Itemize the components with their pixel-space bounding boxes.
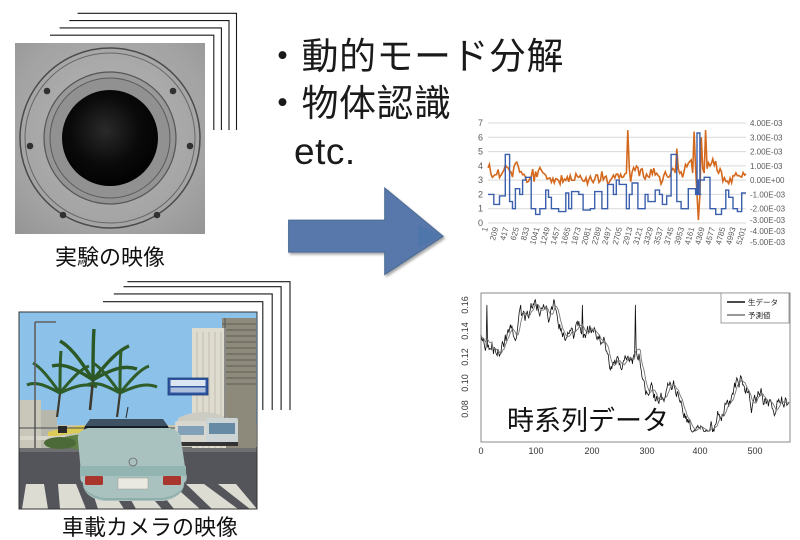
svg-text:生データ: 生データ	[748, 297, 778, 307]
svg-text:400: 400	[692, 446, 707, 456]
svg-text:0.14: 0.14	[460, 322, 470, 340]
svg-text:200: 200	[584, 446, 599, 456]
svg-text:0.10: 0.10	[460, 374, 470, 392]
svg-text:時系列データ: 時系列データ	[507, 406, 669, 436]
svg-text:0.16: 0.16	[460, 296, 470, 314]
svg-text:300: 300	[639, 446, 654, 456]
svg-text:予測値: 予測値	[748, 310, 771, 320]
svg-text:100: 100	[528, 446, 543, 456]
svg-text:500: 500	[747, 446, 762, 456]
svg-text:0.12: 0.12	[460, 348, 470, 366]
svg-text:0: 0	[478, 446, 483, 456]
svg-text:0.08: 0.08	[460, 400, 470, 418]
